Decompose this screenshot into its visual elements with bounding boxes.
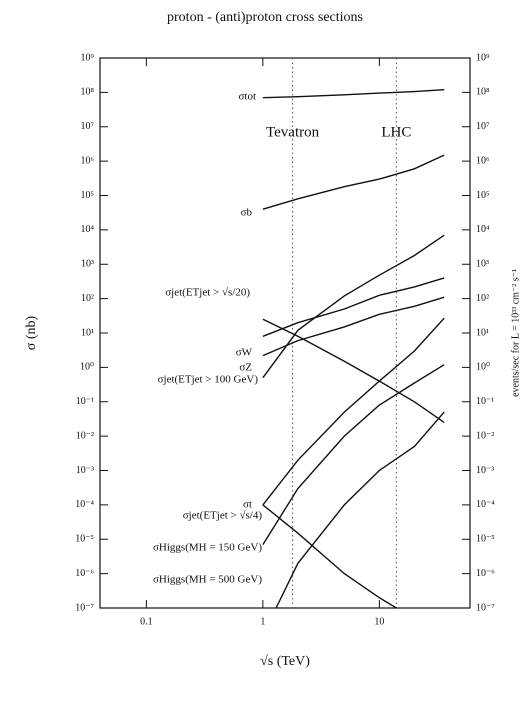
series-label: σjet(ETjet > 100 GeV) [158,374,259,386]
y-tick-label: 10⁻⁶ [75,568,94,579]
y2-tick-label: 10⁷ [476,121,490,132]
series-line [262,317,445,506]
series-line [262,154,445,210]
y-tick-label: 10⁻⁵ [75,534,94,545]
plot-frame [99,57,471,609]
y2-tick-label: 10³ [476,259,489,270]
y-tick-label: 10⁶ [81,155,95,166]
y2-tick-label: 10⁻¹ [476,396,494,407]
y-tick-label: 10⁰ [80,362,94,373]
series-line [262,318,445,423]
series-label: σjet(ETjet > √s/20) [165,287,250,299]
series-label: σtot [238,91,256,103]
y2-tick-label: 10⁻⁵ [476,534,495,545]
series-label: σZ [239,362,252,374]
reference-label: Tevatron [266,124,320,140]
y-tick-label: 10⁴ [81,224,95,235]
y2-tick-label: 10⁻⁶ [476,568,495,579]
chart-title: proton - (anti)proton cross sections [167,10,363,25]
y-tick-label: 10⁸ [81,87,95,98]
series-label: σjet(ETjet > √s/4) [183,510,263,522]
y2-tick-label: 10⁴ [476,224,490,235]
y-tick-label: 10³ [81,259,94,270]
y2-axis-label: events/sec for L = 10³³ cm⁻² s⁻¹ [510,269,521,397]
series-line [262,296,445,357]
y-tick-label: 10⁻³ [76,465,94,476]
y-tick-label: 10¹ [81,327,94,338]
series-label: σHiggs(MH = 150 GeV) [153,542,262,554]
y2-tick-label: 10² [476,293,489,304]
y2-tick-label: 10⁵ [476,190,490,201]
y2-tick-label: 10⁸ [476,87,490,98]
y-tick-label: 10⁻⁷ [75,602,94,613]
y-axis-label: σ (nb) [24,315,39,350]
series-line [262,234,445,379]
x-tick-label: 10 [374,616,384,627]
series-line [262,364,445,545]
series-line [262,89,445,99]
y2-tick-label: 10⁻³ [476,465,494,476]
y2-tick-label: 10⁻⁴ [476,499,495,510]
y2-tick-label: 10¹ [476,327,489,338]
x-axis-label: √s (TeV) [260,654,310,669]
y2-tick-label: 10⁰ [476,362,490,373]
y-tick-label: 10⁻² [76,430,94,441]
reference-label: LHC [381,124,411,140]
series-line [275,411,445,609]
y2-tick-label: 10⁻² [476,430,494,441]
y-tick-label: 10⁵ [81,190,95,201]
y2-tick-label: 10⁹ [476,52,490,63]
x-tick-label: 1 [260,616,265,627]
y-tick-label: 10⁻⁴ [75,499,94,510]
series-line [262,277,445,337]
y-tick-label: 10⁷ [81,121,95,132]
y-tick-label: 10⁹ [81,52,95,63]
series-label: σb [241,207,253,219]
y2-tick-label: 10⁻⁷ [476,602,495,613]
series-line [262,504,397,609]
y-tick-label: 10² [81,293,94,304]
series-label: σt [243,499,252,511]
y2-tick-label: 10⁶ [476,155,490,166]
y-tick-label: 10⁻¹ [76,396,94,407]
series-label: σHiggs(MH = 500 GeV) [153,574,262,586]
x-tick-label: 0.1 [140,616,153,627]
series-label: σW [236,347,253,359]
